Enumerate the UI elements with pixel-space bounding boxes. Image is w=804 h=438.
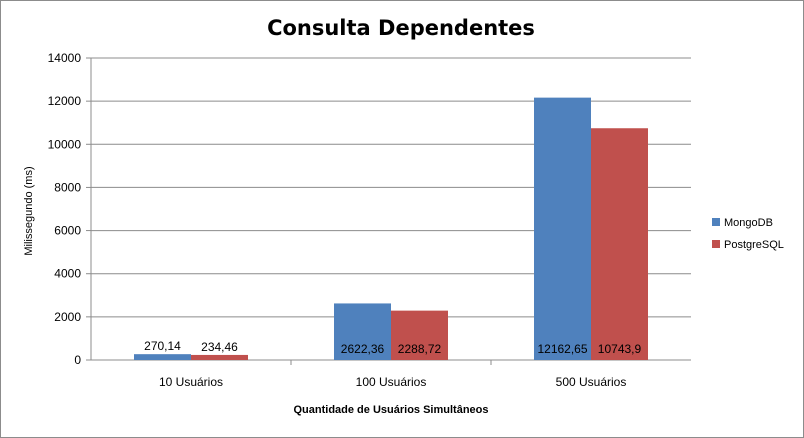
data-label: 2622,36: [341, 342, 385, 356]
x-tick-label: 500 Usuários: [556, 375, 627, 389]
bar-postgresql-3: [591, 128, 648, 360]
y-tick-label: 10000: [48, 137, 82, 151]
y-tick-label: 0: [74, 353, 81, 367]
legend: MongoDB PostgreSQL: [712, 217, 784, 251]
data-label: 10743,9: [598, 342, 642, 356]
y-tick-label: 14000: [48, 51, 82, 65]
legend-swatch-postgresql: [712, 240, 720, 248]
y-tick-label: 6000: [54, 224, 81, 238]
chart-title: Consulta Dependentes: [267, 16, 535, 40]
bar-mongodb-3: [534, 97, 591, 360]
data-label: 12162,65: [537, 342, 587, 356]
x-tick-label: 10 Usuários: [159, 375, 223, 389]
data-label: 270,14: [144, 339, 181, 353]
bar-mongodb-2: [334, 303, 391, 360]
y-tick-label: 12000: [48, 94, 82, 108]
x-tick-label: 100 Usuários: [356, 375, 427, 389]
y-axis-title: Milissegundo (ms): [23, 166, 35, 255]
data-labels: 270,14 234,46 2622,36 2288,72 12162,65 10743,…: [144, 339, 641, 356]
bar-mongodb-1: [134, 354, 191, 360]
legend-label-mongodb: MongoDB: [724, 217, 773, 229]
y-tick-label: 4000: [54, 267, 81, 281]
data-label: 2288,72: [398, 342, 442, 356]
legend-swatch-mongodb: [712, 218, 720, 226]
y-tick-label: 8000: [54, 180, 81, 194]
bars: [134, 97, 648, 360]
axes: 0 2000 4000 6000 8000 10000 12000 14000 10 Usuár…: [48, 51, 691, 389]
data-label: 234,46: [201, 340, 238, 354]
legend-label-postgresql: PostgreSQL: [724, 239, 784, 251]
y-tick-label: 2000: [54, 310, 81, 324]
gridlines: [91, 57, 691, 361]
bar-postgresql-2: [391, 310, 448, 360]
bar-postgresql-1: [191, 354, 248, 360]
x-axis-title: Quantidade de Usuários Simultâneos: [294, 404, 489, 416]
